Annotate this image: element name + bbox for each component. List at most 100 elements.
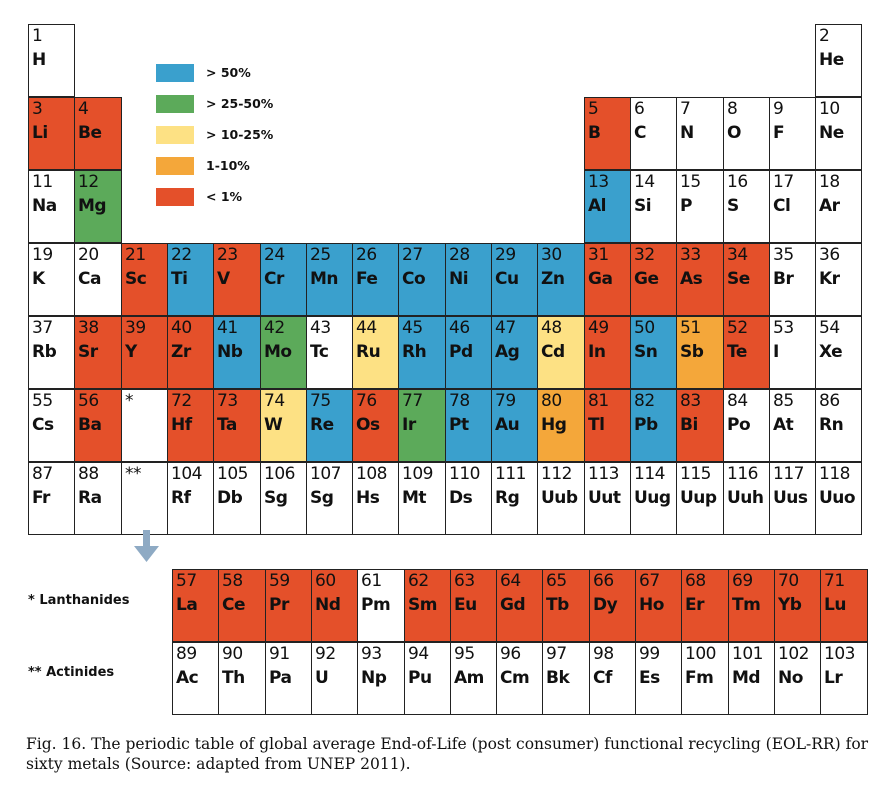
element-symbol: Cm	[500, 668, 530, 688]
element-symbol: Am	[454, 668, 484, 688]
element-symbol: Xe	[819, 342, 843, 362]
element-symbol: Ar	[819, 196, 840, 216]
atomic-number: 83	[680, 391, 701, 411]
element-cell: 30 Zn	[537, 243, 585, 316]
element-cell: 31 Ga	[584, 243, 631, 316]
atomic-number: 69	[732, 571, 753, 591]
element-symbol: Be	[78, 123, 102, 143]
legend-swatch	[156, 188, 194, 206]
element-symbol: Rb	[32, 342, 57, 362]
atomic-number: 44	[356, 318, 377, 338]
element-symbol: Nd	[315, 595, 341, 615]
element-cell: 102 No	[774, 642, 821, 715]
element-symbol: Fm	[685, 668, 714, 688]
atomic-number: 17	[773, 172, 794, 192]
element-symbol: S	[727, 196, 739, 216]
atomic-number: **	[125, 464, 142, 484]
legend-swatch	[156, 95, 194, 113]
element-cell: 11 Na	[28, 170, 75, 243]
element-symbol: Li	[32, 123, 48, 143]
element-symbol: Uug	[634, 488, 671, 508]
element-cell: 41 Nb	[213, 316, 261, 389]
element-symbol: La	[176, 595, 198, 615]
element-symbol: Ag	[495, 342, 520, 362]
element-symbol: Hf	[171, 415, 192, 435]
element-symbol: Rf	[171, 488, 191, 508]
element-symbol: Lr	[824, 668, 843, 688]
atomic-number: 24	[264, 245, 285, 265]
element-symbol: Bk	[546, 668, 570, 688]
element-cell: 47 Ag	[491, 316, 538, 389]
element-symbol: Ir	[402, 415, 416, 435]
atomic-number: 111	[495, 464, 526, 484]
element-symbol: W	[264, 415, 283, 435]
element-symbol: Tb	[546, 595, 569, 615]
element-cell: 17 Cl	[769, 170, 816, 243]
element-cell: 26 Fe	[352, 243, 399, 316]
element-symbol: Es	[639, 668, 660, 688]
element-symbol: Cr	[264, 269, 284, 289]
element-symbol: N	[680, 123, 694, 143]
element-cell: 12 Mg	[74, 170, 122, 243]
atomic-number: 62	[408, 571, 429, 591]
atomic-number: 13	[588, 172, 609, 192]
element-cell: 52 Te	[723, 316, 770, 389]
down-arrow-icon	[134, 530, 159, 562]
atomic-number: 66	[593, 571, 614, 591]
element-symbol: Db	[217, 488, 243, 508]
element-symbol: Cl	[773, 196, 791, 216]
element-symbol: Pr	[269, 595, 289, 615]
element-symbol: Br	[773, 269, 794, 289]
element-symbol: Np	[361, 668, 387, 688]
element-symbol: Th	[222, 668, 245, 688]
atomic-number: 41	[217, 318, 238, 338]
element-cell: 113 Uut	[584, 462, 631, 535]
element-cell: 2 He	[815, 24, 862, 97]
atomic-number: 117	[773, 464, 804, 484]
element-cell: 80 Hg	[537, 389, 585, 462]
element-cell: 29 Cu	[491, 243, 538, 316]
element-cell: 19 K	[28, 243, 75, 316]
atomic-number: 57	[176, 571, 197, 591]
element-symbol: Fe	[356, 269, 378, 289]
legend-item-25-50: > 25-50%	[156, 95, 356, 117]
element-symbol: Sr	[78, 342, 98, 362]
element-symbol: Mg	[78, 196, 107, 216]
element-symbol: Bi	[680, 415, 698, 435]
element-cell: 59 Pr	[265, 569, 312, 642]
atomic-number: 104	[171, 464, 202, 484]
element-symbol: F	[773, 123, 785, 143]
element-cell: 88 Ra	[74, 462, 122, 535]
legend-label: > 25-50%	[206, 96, 274, 111]
element-cell: 74 W	[260, 389, 307, 462]
atomic-number: 89	[176, 644, 197, 664]
element-cell: 58 Ce	[218, 569, 266, 642]
element-cell: 54 Xe	[815, 316, 862, 389]
element-cell: 22 Ti	[167, 243, 214, 316]
atomic-number: 29	[495, 245, 516, 265]
element-cell: 68 Er	[681, 569, 729, 642]
atomic-number: 25	[310, 245, 331, 265]
atomic-number: 71	[824, 571, 845, 591]
element-cell: 70 Yb	[774, 569, 821, 642]
element-cell: 35 Br	[769, 243, 816, 316]
element-symbol: Pm	[361, 595, 391, 615]
atomic-number: 16	[727, 172, 748, 192]
element-cell: 115 Uup	[676, 462, 724, 535]
atomic-number: 15	[680, 172, 701, 192]
element-cell: 101 Md	[728, 642, 775, 715]
element-cell: 15 P	[676, 170, 724, 243]
element-cell: 61 Pm	[357, 569, 405, 642]
legend-swatch	[156, 64, 194, 82]
element-symbol: Uus	[773, 488, 808, 508]
element-cell: 117 Uus	[769, 462, 816, 535]
element-symbol: Fr	[32, 488, 50, 508]
atomic-number: 48	[541, 318, 562, 338]
element-symbol: Md	[732, 668, 761, 688]
element-cell: 42 Mo	[260, 316, 307, 389]
element-cell: 44 Ru	[352, 316, 399, 389]
element-symbol: K	[32, 269, 45, 289]
atomic-number: 77	[402, 391, 423, 411]
element-cell: 39 Y	[121, 316, 168, 389]
